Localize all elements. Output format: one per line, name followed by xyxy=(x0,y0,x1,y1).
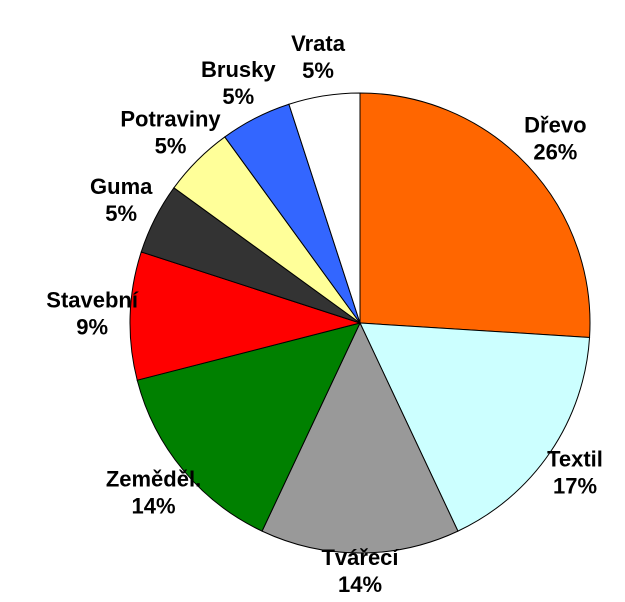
slice-label: Vrata xyxy=(291,31,346,56)
slice-value-label: 14% xyxy=(131,494,175,519)
slice-label: Guma xyxy=(90,174,153,199)
pie-slice xyxy=(359,322,591,532)
slice-value-label: 5% xyxy=(155,133,187,158)
slice-label: Stavební xyxy=(46,287,139,312)
pie-slice xyxy=(359,92,591,338)
pie-slice xyxy=(261,321,459,554)
slice-value-label: 5% xyxy=(222,84,254,109)
slice-label: Tvářecí xyxy=(321,545,399,570)
slice-label: Brusky xyxy=(201,57,276,82)
slice-label: Potraviny xyxy=(120,106,221,131)
slice-label: Dřevo xyxy=(524,112,586,137)
pie-slice xyxy=(129,251,362,381)
slice-label: Zeměděl. xyxy=(106,467,201,492)
slice-value-label: 5% xyxy=(105,201,137,226)
slice-value-label: 17% xyxy=(553,473,597,498)
slice-value-label: 9% xyxy=(76,314,108,339)
pie-slice xyxy=(136,322,361,532)
slice-value-label: 14% xyxy=(338,572,382,597)
slice-value-label: 26% xyxy=(533,139,577,164)
pie-slice xyxy=(288,92,361,324)
slice-value-label: 5% xyxy=(302,58,334,83)
slice-label: Textil xyxy=(547,446,603,471)
